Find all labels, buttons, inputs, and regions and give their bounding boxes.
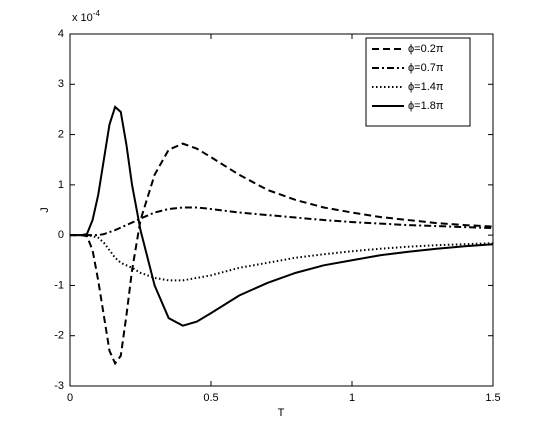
series-line: [70, 105, 494, 327]
legend-label: ϕ=1.8π: [408, 100, 444, 112]
legend-label: ϕ=0.2π: [408, 43, 444, 55]
x-tick-label: 1.5: [485, 392, 500, 404]
legend-label: ϕ=1.4π: [408, 81, 444, 93]
y-multiplier: x 10-4: [72, 9, 100, 24]
y-tick-label: -1: [54, 279, 64, 291]
y-axis-label: J: [39, 207, 51, 213]
x-tick-label: 0.5: [203, 392, 218, 404]
y-multiplier-base: x 10: [72, 12, 93, 24]
x-tick-label: 0: [67, 392, 73, 404]
y-multiplier-exponent: -4: [93, 9, 101, 18]
legend-box: [365, 37, 471, 127]
y-tick-label: -2: [54, 330, 64, 342]
y-tick-label: 1: [58, 179, 64, 191]
y-tick-label: 3: [58, 78, 64, 90]
x-tick-label: 1: [349, 392, 355, 404]
y-tick-label: 0: [58, 229, 64, 241]
series-line: [70, 206, 494, 237]
series-line: [70, 142, 494, 366]
y-tick-label: 2: [58, 128, 64, 140]
y-tick-label: 4: [58, 28, 64, 40]
y-tick-label: -3: [54, 380, 64, 392]
legend-label: ϕ=0.7π: [408, 62, 444, 74]
x-axis-label: T: [278, 407, 285, 419]
